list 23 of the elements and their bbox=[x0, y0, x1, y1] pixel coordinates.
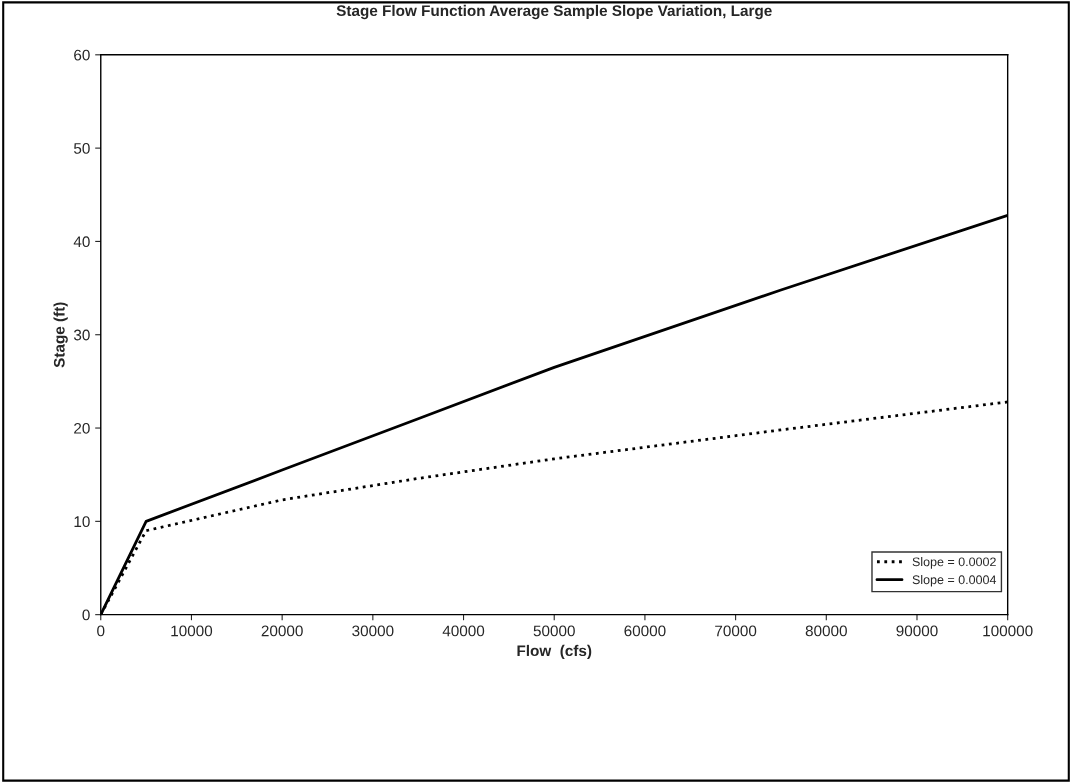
x-tick-label: 60000 bbox=[624, 625, 666, 637]
x-tick-label: 0 bbox=[97, 625, 105, 637]
y-tick-label: 50 bbox=[73, 142, 90, 154]
x-tick-label: 20000 bbox=[261, 625, 303, 637]
x-tick-label: 70000 bbox=[715, 625, 757, 637]
y-tick-label: 0 bbox=[82, 609, 90, 621]
x-tick-label: 90000 bbox=[896, 625, 938, 637]
x-tick-label: 80000 bbox=[805, 625, 847, 637]
y-tick-label: 10 bbox=[74, 516, 90, 528]
y-tick-label: 60 bbox=[74, 49, 90, 61]
x-tick-label: 10000 bbox=[171, 625, 213, 637]
y-tick-label: 20 bbox=[74, 422, 90, 434]
legend-label: Slope = 0.0004 bbox=[912, 574, 997, 587]
legend-label: Slope = 0.0002 bbox=[912, 557, 996, 569]
x-tick-label: 30000 bbox=[352, 625, 394, 637]
y-axis-title: Stage (ft) bbox=[53, 302, 68, 368]
y-tick-label: 40 bbox=[73, 236, 90, 248]
x-tick-label: 100000 bbox=[983, 625, 1033, 637]
x-tick-label: 50000 bbox=[533, 625, 575, 637]
y-tick-label: 30 bbox=[73, 329, 90, 341]
chart-title: Stage Flow Function Average Sample Slope Variation, Large bbox=[336, 4, 772, 20]
x-tick-label: 40000 bbox=[442, 625, 485, 637]
x-axis-title: Flow (cfs) bbox=[517, 644, 592, 660]
